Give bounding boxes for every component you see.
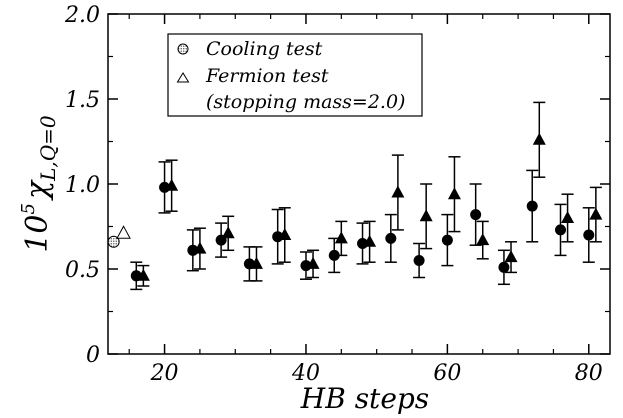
legend-box [167,33,423,117]
data-point-circle [526,200,538,212]
legend-label-fermion: Fermion test [205,65,329,87]
data-point-triangle [447,187,461,200]
x-axis-label: HB steps [300,382,429,415]
x-tick-label: 80 [575,361,603,386]
data-point-circle [555,224,567,236]
axis-ticks: 0 0.5 1.0 1.5 2.0 20 40 60 80 [64,3,610,386]
data-point-circle [385,232,397,244]
data-point-triangle [504,250,518,263]
y-axis-label-exponent: 5 [18,203,39,214]
data-point-triangle [165,178,179,191]
x-tick-label: 20 [150,361,179,386]
y-tick-label: 0 [86,343,100,368]
legend-label-cooling: Cooling test [206,38,323,60]
y-tick-label: 1.5 [65,88,100,113]
y-axis-label-subscript: L,Q=0 [36,115,60,182]
legend: Cooling test Fermion test (stopping mass… [167,33,423,117]
legend-marker-cooling [177,43,189,55]
data-point-triangle [561,211,575,223]
data-point-triangle [589,207,603,220]
y-axis-label-symbol: χ [20,179,55,201]
legend-marker-fermion [176,72,190,83]
data-point-triangle [334,231,348,244]
y-axis-label: 105 χL,Q=0 [18,115,60,253]
x-tick-label: 40 [291,361,320,386]
data-point-triangle [306,256,320,269]
data-point-triangle [391,185,405,198]
data-point-triangle [136,268,150,281]
data-point-triangle [193,241,207,254]
legend-label-stopping-mass: (stopping mass=2.0) [206,91,405,113]
data-point-triangle [278,228,292,240]
data-point-cooling [107,235,120,248]
y-axis-label-base: 10 [20,214,55,252]
y-tick-label: 0.5 [65,258,100,283]
data-point-triangle [532,132,546,145]
data-point-circle [470,209,482,221]
data-point-triangle [249,256,263,269]
x-tick-label: 60 [433,361,461,386]
y-tick-label: 2.0 [64,3,100,28]
y-tick-label: 1.0 [65,173,100,198]
data-point-circle [583,229,595,241]
data-point-triangle [363,234,377,247]
data-point-circle [328,249,340,261]
data-point-fermion [116,225,131,239]
data-point-circle [498,261,510,273]
data-point-triangle [476,233,490,246]
data-point-triangle [419,209,433,222]
data-marks [107,101,603,291]
data-point-triangle [221,226,235,239]
data-point-circle [413,255,425,266]
data-point-circle [441,234,453,246]
